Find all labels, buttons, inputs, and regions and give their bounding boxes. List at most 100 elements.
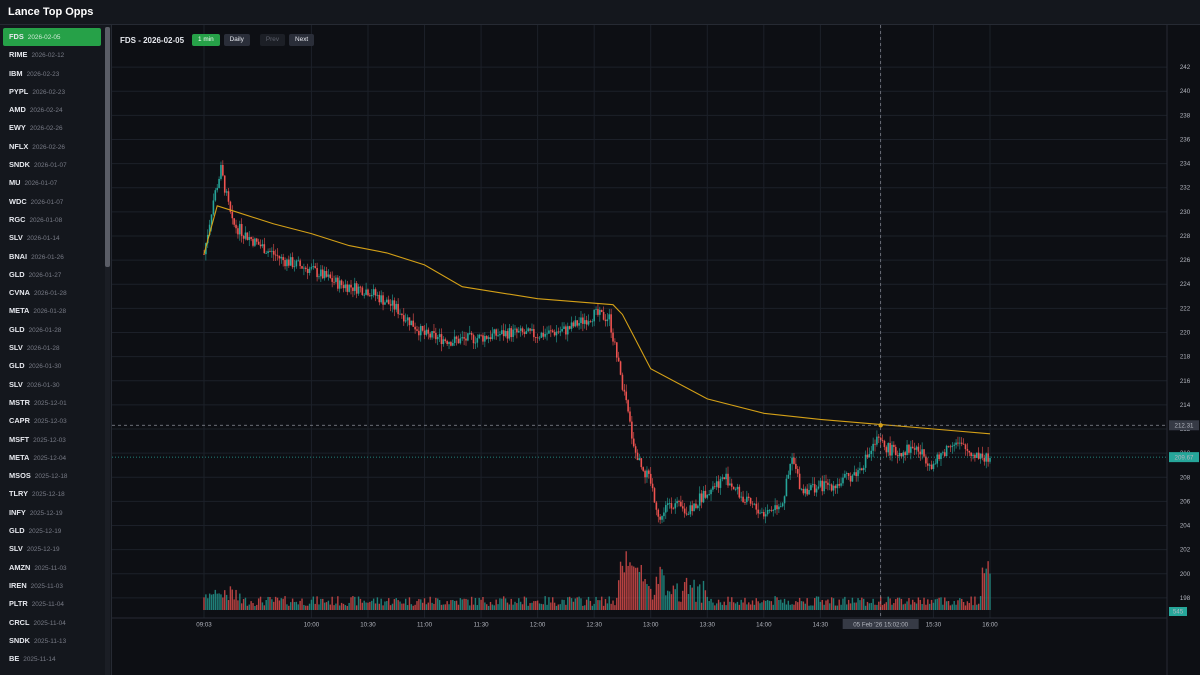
ticker-item[interactable]: MSOS 2025-12-18 [3,467,101,485]
volume-tag [1169,607,1187,616]
candle-body [444,339,447,342]
volume-bar [501,598,503,610]
volume-bar [768,600,771,610]
volume-bar [746,604,748,610]
price-chart[interactable]: 1982002022042062082102122142162182202222… [112,25,1200,675]
ticker-item[interactable]: FDS 2026-02-05 [3,28,101,47]
volume-bar [868,603,871,610]
candle-body [225,191,228,193]
ticker-item[interactable]: CRCL 2025-11-04 [3,614,101,632]
volume-bar [940,597,942,610]
volume-bar [301,598,303,610]
ticker-date: 2026-01-28 [33,308,67,316]
candle-body [772,510,775,511]
ticker-date: 2026-01-08 [29,216,63,224]
ticker-item[interactable]: WDC 2026-01-07 [3,193,101,211]
interval-1min-button[interactable]: 1 min [192,34,220,46]
candle-body [504,331,507,337]
candle-body [795,463,797,469]
volume-bar [372,598,375,610]
volume-bar [932,602,935,610]
ticker-item[interactable]: SLV 2025-12-19 [3,540,101,558]
ticker-item[interactable]: SLV 2026-01-28 [3,339,101,357]
volume-bar [942,604,944,610]
ticker-item[interactable]: NFLX 2026-02-26 [3,138,101,156]
next-button[interactable]: Next [289,34,315,46]
candle-body [849,476,852,482]
ticker-item[interactable]: RIME 2026-02-12 [3,46,101,64]
volume-bar [403,603,405,610]
candle-body [625,391,628,401]
volume-bar [565,604,567,610]
ticker-item[interactable]: SNDK 2026-01-07 [3,156,101,174]
candle-body [896,455,899,457]
ticker-date: 2026-01-28 [26,345,60,353]
ticker-item[interactable]: EWY 2026-02-26 [3,119,101,137]
ticker-item[interactable]: BE 2025-11-14 [3,650,101,668]
candle-body [680,501,682,507]
sidebar-scrollbar[interactable] [105,27,110,675]
prev-button[interactable]: Prev [259,34,286,46]
candle-body [977,452,980,459]
ticker-item[interactable]: CAPR 2025-12-03 [3,412,101,430]
ticker-item[interactable]: TLRY 2025-12-18 [3,485,101,503]
candle-body [759,512,761,514]
candle-body [470,333,473,336]
scroll-thumb[interactable] [105,27,110,267]
ticker-item[interactable]: IBM 2026-02-23 [3,65,101,83]
ticker-item[interactable]: RGC 2026-01-08 [3,211,101,229]
ticker-item[interactable]: META 2026-01-28 [3,302,101,320]
ticker-item[interactable]: BNAI 2026-01-26 [3,248,101,266]
candle-body [747,496,750,498]
ticker-item[interactable]: IREN 2025-11-03 [3,577,101,595]
ticker-item[interactable]: CVNA 2026-01-28 [3,284,101,302]
ticker-item[interactable]: SNDK 2025-11-13 [3,632,101,650]
ticker-item[interactable]: AMD 2026-02-24 [3,101,101,119]
candle-body [761,511,763,513]
candle-body [753,503,756,505]
candle-body [887,443,890,453]
volume-bar [710,598,712,610]
candle-body [544,333,546,337]
ticker-item[interactable]: GLD 2026-01-30 [3,357,101,375]
volume-bar [380,598,382,610]
candle-body [331,278,333,282]
ticker-item[interactable]: MSTR 2025-12-01 [3,394,101,412]
candle-body [708,494,710,495]
candle-body [340,280,343,286]
ticker-symbol: RIME [9,50,28,60]
candle-body [325,270,328,277]
volume-bar [406,605,409,610]
candle-body [450,342,452,346]
volume-bar [636,567,639,610]
candle-body [989,458,991,462]
candle-body [844,473,846,478]
interval-daily-button[interactable]: Daily [223,34,250,46]
ticker-item[interactable]: GLD 2026-01-27 [3,266,101,284]
ticker-item[interactable]: META 2025-12-04 [3,449,101,467]
volume-bar [783,598,786,610]
ticker-item[interactable]: GLD 2025-12-19 [3,522,101,540]
candle-body [242,235,245,239]
candle-body [653,488,656,503]
ticker-item[interactable]: MU 2026-01-07 [3,174,101,192]
ticker-item[interactable]: PLTR 2025-11-04 [3,595,101,613]
ticker-item[interactable]: SLV 2026-01-30 [3,376,101,394]
ticker-item[interactable]: GLD 2026-01-28 [3,321,101,339]
volume-bar [519,601,522,610]
volume-bar [352,596,354,610]
candle-body [338,280,341,289]
ticker-item[interactable]: PYPL 2026-02-23 [3,83,101,101]
volume-bar [290,602,292,610]
volume-bar [908,598,910,610]
volume-bar [308,603,311,610]
volume-bar [927,599,929,610]
ticker-item[interactable]: AMZN 2025-11-03 [3,559,101,577]
y-tick-label: 202 [1180,547,1191,554]
ticker-item[interactable]: SLV 2026-01-14 [3,229,101,247]
ticker-item[interactable]: INFY 2025-12-19 [3,504,101,522]
candle-body [983,457,986,462]
candle-body [216,187,218,191]
ticker-item[interactable]: MSFT 2025-12-03 [3,431,101,449]
candle-body [239,224,241,235]
